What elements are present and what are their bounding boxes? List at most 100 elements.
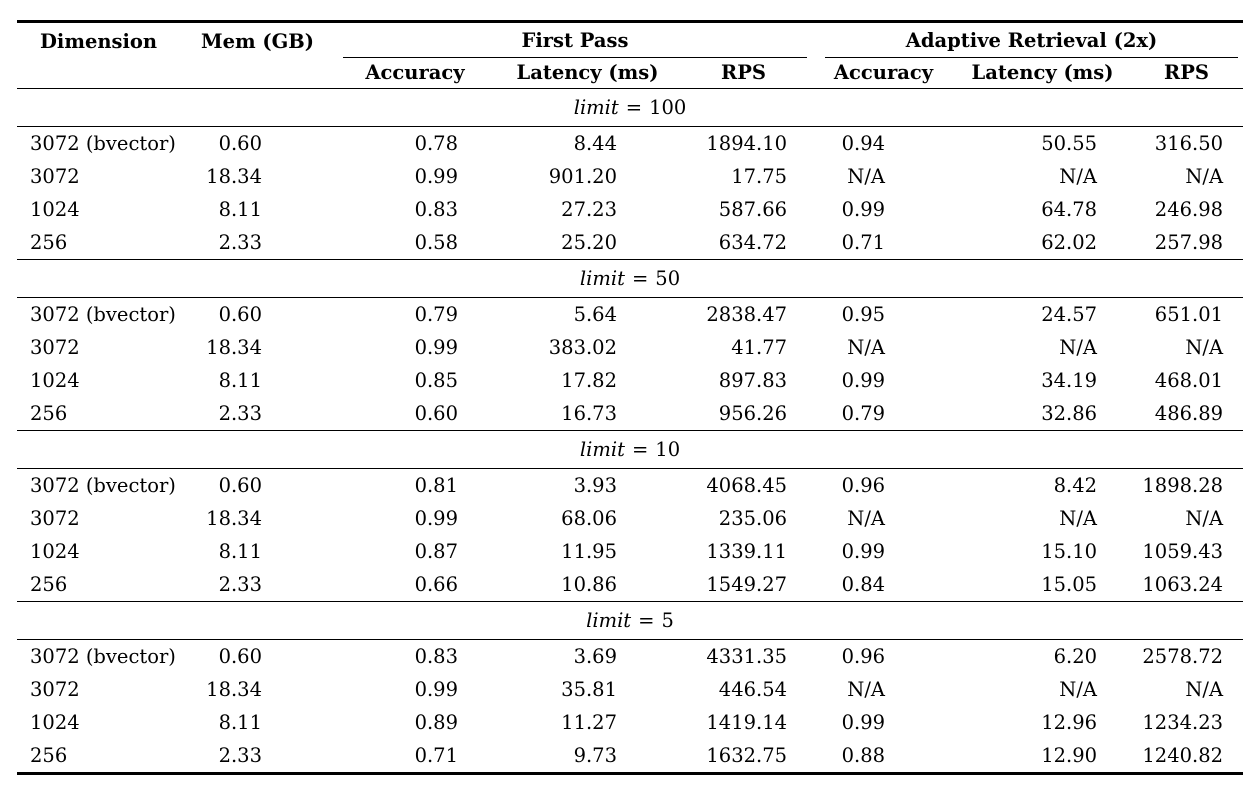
mem-cell: 2.33 xyxy=(218,573,262,596)
mem-cell: 8.11 xyxy=(218,540,262,563)
latency-adaptive-cell: 8.42 xyxy=(1053,474,1098,497)
table-header: Dimension Mem (GB) First Pass Adaptive R… xyxy=(17,22,1244,89)
dimension-cell: 3072 (bvector) xyxy=(30,645,176,668)
table-row: 3072 18.34 0.99 68.06 235.06 N/A N/A N/A xyxy=(17,502,1243,535)
column-header-dimension: Dimension xyxy=(40,30,158,53)
mem-cell: 0.60 xyxy=(218,132,262,155)
limit-variable: limit xyxy=(586,609,632,632)
latency-adaptive-cell: N/A xyxy=(1059,165,1098,188)
rps-adaptive-cell: 651.01 xyxy=(1154,303,1224,326)
accuracy-first-pass-cell: 0.87 xyxy=(414,540,458,563)
limit-relation: = xyxy=(631,438,649,461)
table-row: 3072 18.34 0.99 901.20 17.75 N/A N/A N/A xyxy=(17,160,1243,193)
accuracy-adaptive-cell: 0.96 xyxy=(841,645,886,668)
section-limit-100: limit = 100 3072 (bvector) 0.60 0.78 8.44 1894… xyxy=(17,88,1244,260)
accuracy-first-pass-cell: 0.81 xyxy=(414,474,458,497)
accuracy-first-pass-cell: 0.66 xyxy=(414,573,458,596)
limit-value: 5 xyxy=(661,609,674,632)
accuracy-adaptive-cell: N/A xyxy=(847,678,886,701)
mem-cell: 18.34 xyxy=(206,165,262,188)
latency-first-pass-cell: 27.23 xyxy=(561,198,617,221)
table-row: 1024 8.11 0.85 17.82 897.83 0.99 34.19 468.01 xyxy=(17,364,1243,397)
section-label-limit-100: limit = 100 xyxy=(17,88,1244,127)
rps-adaptive-cell: 246.98 xyxy=(1154,198,1224,221)
rps-first-pass-cell: 897.83 xyxy=(718,369,788,392)
dimension-cell: 3072 (bvector) xyxy=(30,474,176,497)
latency-adaptive-cell: 64.78 xyxy=(1041,198,1098,221)
latency-adaptive-cell: 24.57 xyxy=(1041,303,1098,326)
latency-first-pass-cell: 16.73 xyxy=(561,402,617,425)
rps-first-pass-cell: 956.26 xyxy=(718,402,788,425)
accuracy-adaptive-cell: N/A xyxy=(847,507,886,530)
accuracy-adaptive-cell: 0.96 xyxy=(841,474,886,497)
section-limit-5: limit = 5 3072 (bvector) 0.60 0.83 3.69 4331.3… xyxy=(17,601,1244,774)
latency-first-pass-cell: 25.20 xyxy=(561,231,617,254)
rps-adaptive-cell: 1234.23 xyxy=(1142,711,1224,734)
limit-value: 50 xyxy=(655,267,681,290)
accuracy-adaptive-cell: 0.84 xyxy=(841,573,886,596)
mem-cell: 0.60 xyxy=(218,303,262,326)
rps-first-pass-cell: 446.54 xyxy=(718,678,788,701)
latency-adaptive-cell: 32.86 xyxy=(1041,402,1098,425)
accuracy-first-pass-cell: 0.60 xyxy=(414,402,458,425)
rps-first-pass-cell: 2838.47 xyxy=(706,303,788,326)
accuracy-first-pass-cell: 0.58 xyxy=(414,231,458,254)
accuracy-first-pass-cell: 0.79 xyxy=(414,303,458,326)
section-label-row: limit = 50 xyxy=(17,259,1244,298)
table-row: 256 2.33 0.71 9.73 1632.75 0.88 12.90 1240.82 xyxy=(17,739,1243,774)
mem-cell: 8.11 xyxy=(218,198,262,221)
dimension-cell: 256 xyxy=(30,573,68,596)
rps-first-pass-cell: 1894.10 xyxy=(706,132,788,155)
limit-variable: limit xyxy=(573,96,619,119)
rps-adaptive-cell: N/A xyxy=(1185,165,1224,188)
accuracy-adaptive-cell: 0.99 xyxy=(841,540,886,563)
table-row: 256 2.33 0.58 25.20 634.72 0.71 62.02 257.98 xyxy=(17,226,1243,260)
mem-cell: 18.34 xyxy=(206,507,262,530)
latency-adaptive-cell: N/A xyxy=(1059,678,1098,701)
benchmark-table: Dimension Mem (GB) First Pass Adaptive R… xyxy=(17,20,1244,775)
latency-first-pass-cell: 5.64 xyxy=(573,303,617,326)
rps-first-pass-cell: 1632.75 xyxy=(706,744,788,767)
latency-adaptive-cell: N/A xyxy=(1059,507,1098,530)
latency-first-pass-cell: 3.69 xyxy=(573,645,617,668)
limit-relation: = xyxy=(631,267,649,290)
rps-adaptive-cell: N/A xyxy=(1185,678,1224,701)
mem-cell: 0.60 xyxy=(218,645,262,668)
mem-cell: 18.34 xyxy=(206,678,262,701)
table-row: 1024 8.11 0.83 27.23 587.66 0.99 64.78 246.98 xyxy=(17,193,1243,226)
latency-first-pass-cell: 901.20 xyxy=(548,165,617,188)
rps-adaptive-cell: 257.98 xyxy=(1154,231,1224,254)
accuracy-adaptive-cell: 0.99 xyxy=(841,711,886,734)
rps-first-pass-cell: 41.77 xyxy=(731,336,788,359)
latency-first-pass-cell: 3.93 xyxy=(573,474,617,497)
dimension-cell: 3072 xyxy=(30,678,80,701)
dimension-cell: 1024 xyxy=(30,540,80,563)
table-row: 3072 (bvector) 0.60 0.81 3.93 4068.45 0.96 8.4… xyxy=(17,469,1243,503)
rps-first-pass-cell: 1339.11 xyxy=(706,540,788,563)
dimension-cell: 1024 xyxy=(30,711,80,734)
latency-adaptive-cell: N/A xyxy=(1059,336,1098,359)
column-header-latency-first-pass: Latency (ms) xyxy=(500,58,675,89)
section-label-row: limit = 100 xyxy=(17,88,1244,127)
latency-adaptive-cell: 12.96 xyxy=(1041,711,1098,734)
section-label-limit-50: limit = 50 xyxy=(17,259,1244,298)
mem-cell: 2.33 xyxy=(218,402,262,425)
latency-first-pass-cell: 8.44 xyxy=(573,132,617,155)
rps-first-pass-cell: 1549.27 xyxy=(706,573,788,596)
dimension-cell: 3072 xyxy=(30,507,80,530)
dimension-cell: 256 xyxy=(30,402,68,425)
limit-value: 10 xyxy=(655,438,681,461)
group-header-first-pass: First Pass xyxy=(330,22,812,58)
latency-first-pass-cell: 9.73 xyxy=(573,744,617,767)
accuracy-first-pass-cell: 0.99 xyxy=(414,678,458,701)
group-header-row: Dimension Mem (GB) First Pass Adaptive R… xyxy=(17,22,1243,58)
group-header-adaptive-retrieval: Adaptive Retrieval (2x) xyxy=(812,22,1243,58)
accuracy-adaptive-cell: 0.94 xyxy=(841,132,886,155)
accuracy-first-pass-cell: 0.89 xyxy=(414,711,458,734)
rps-first-pass-cell: 1419.14 xyxy=(706,711,788,734)
rps-first-pass-cell: 17.75 xyxy=(731,165,788,188)
rps-adaptive-cell: N/A xyxy=(1185,336,1224,359)
mem-cell: 0.60 xyxy=(218,474,262,497)
rps-adaptive-cell: 486.89 xyxy=(1154,402,1224,425)
accuracy-first-pass-cell: 0.85 xyxy=(414,369,458,392)
